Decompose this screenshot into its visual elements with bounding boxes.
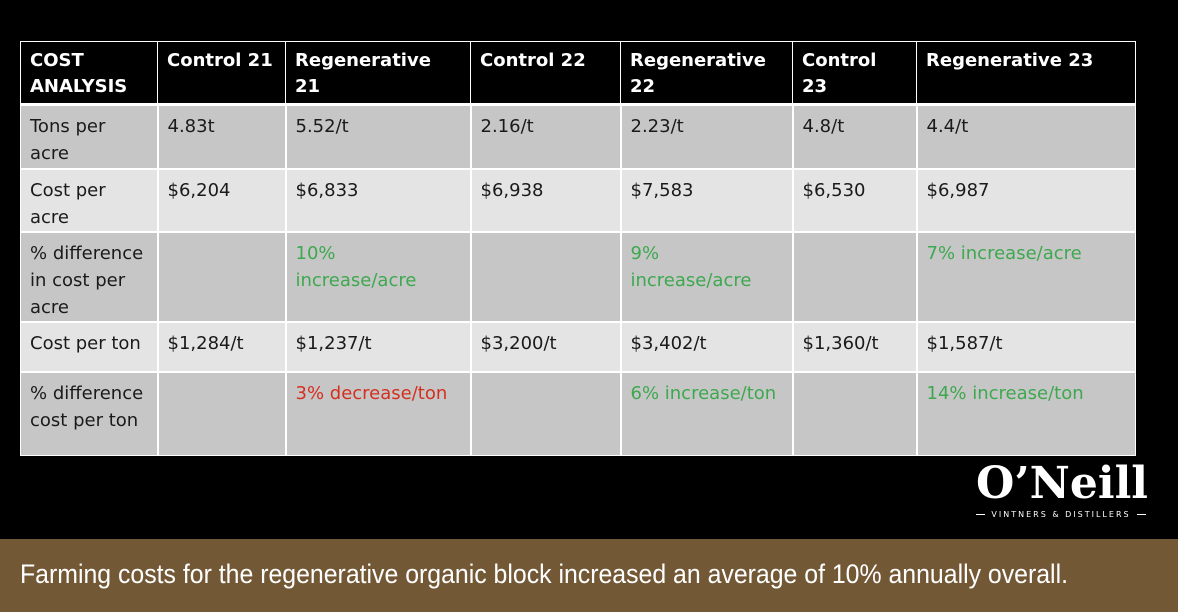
table-cell (156, 231, 286, 323)
table-cell (469, 371, 621, 456)
table-cell (791, 231, 917, 323)
table-row-cost-per-acre: Cost per acre $6,204 $6,833 $6,938 $7,58… (20, 168, 1136, 233)
table-cell: 4.83t (156, 104, 286, 170)
table-cell: 4.8/t (791, 104, 917, 170)
increase-cell: 9% increase/acre (619, 231, 793, 323)
row-label: % difference cost per ton (20, 371, 158, 456)
increase-cell: 7% increase/acre (915, 231, 1136, 323)
logo-tagline-row: VINTNERS & DISTILLERS (976, 510, 1146, 519)
table-cell: $6,530 (791, 168, 917, 233)
table-cell: $3,402/t (619, 321, 793, 373)
decrease-cell: 3% decrease/ton (284, 371, 471, 456)
table-header-row: COST ANALYSIS Control 21 Regenerative 21… (20, 41, 1136, 106)
table-cell (469, 231, 621, 323)
table-cell: 2.23/t (619, 104, 793, 170)
table-cell (156, 371, 286, 456)
table-cell: $6,204 (156, 168, 286, 233)
table-cell: $6,938 (469, 168, 621, 233)
table-cell: 4.4/t (915, 104, 1136, 170)
table-cell: $3,200/t (469, 321, 621, 373)
table-row-tons-per-acre: Tons per acre 4.83t 5.52/t 2.16/t 2.23/t… (20, 104, 1136, 170)
table-cell: 2.16/t (469, 104, 621, 170)
table-cell: $1,284/t (156, 321, 286, 373)
logo-wordmark: O’Neill (976, 458, 1149, 509)
table-row-pct-diff-cost-per-acre: % difference in cost per acre 10% increa… (20, 231, 1136, 323)
table-cell: $1,587/t (915, 321, 1136, 373)
row-label: % difference in cost per acre (20, 231, 158, 323)
table-cell: $6,833 (284, 168, 471, 233)
logo-divider (1136, 514, 1146, 515)
header-control-23: Control 23 (792, 41, 917, 106)
header-regenerative-23: Regenerative 23 (916, 41, 1136, 106)
header-regenerative-22: Regenerative 22 (620, 41, 793, 106)
row-label: Cost per acre (20, 168, 158, 233)
header-control-21: Control 21 (157, 41, 286, 106)
logo-divider (976, 514, 986, 515)
footer-banner: Farming costs for the regenerative organ… (0, 539, 1178, 612)
header-cost-analysis: COST ANALYSIS (20, 41, 158, 106)
oneill-logo: O’Neill VINTNERS & DISTILLERS (976, 458, 1149, 519)
table-cell: $7,583 (619, 168, 793, 233)
table-cell: $6,987 (915, 168, 1136, 233)
table-cell: $1,237/t (284, 321, 471, 373)
increase-cell: 10% increase/acre (284, 231, 471, 323)
increase-cell: 6% increase/ton (619, 371, 793, 456)
cost-analysis-table-container: COST ANALYSIS Control 21 Regenerative 21… (20, 41, 1136, 456)
increase-cell: 14% increase/ton (915, 371, 1136, 456)
header-regenerative-21: Regenerative 21 (285, 41, 471, 106)
table-row-pct-diff-cost-per-ton: % difference cost per ton 3% decrease/to… (20, 371, 1136, 456)
table-cell: 5.52/t (284, 104, 471, 170)
table-cell: $1,360/t (791, 321, 917, 373)
footer-caption: Farming costs for the regenerative organ… (20, 559, 1069, 589)
table-row-cost-per-ton: Cost per ton $1,284/t $1,237/t $3,200/t … (20, 321, 1136, 373)
header-control-22: Control 22 (470, 41, 621, 106)
row-label: Tons per acre (20, 104, 158, 170)
table-cell (791, 371, 917, 456)
row-label: Cost per ton (20, 321, 158, 373)
cost-analysis-table: COST ANALYSIS Control 21 Regenerative 21… (20, 41, 1136, 456)
logo-tagline: VINTNERS & DISTILLERS (991, 510, 1131, 519)
